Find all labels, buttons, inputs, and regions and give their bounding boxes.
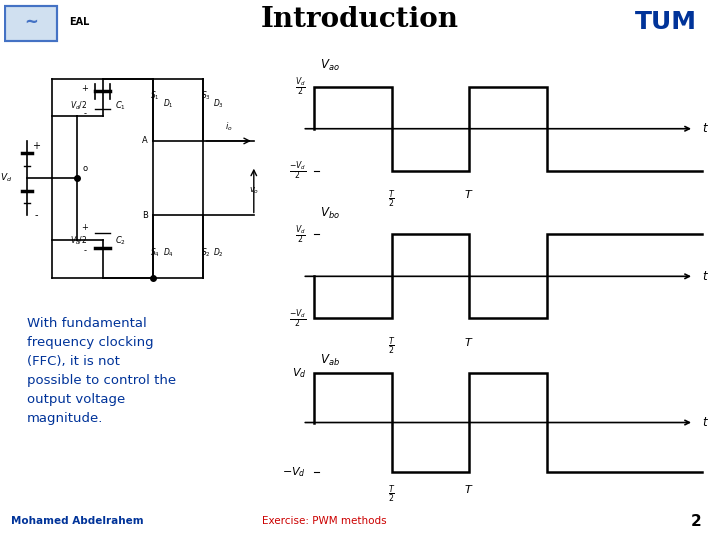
Text: With fundamental
frequency clocking
(FFC), it is not
possible to control the
out: With fundamental frequency clocking (FFC… [27, 317, 176, 425]
Text: $S_2$: $S_2$ [201, 246, 211, 259]
Text: $i_o$: $i_o$ [225, 121, 233, 133]
Text: $S_1$: $S_1$ [150, 90, 160, 103]
Text: ~: ~ [24, 13, 37, 31]
Text: $D_4$: $D_4$ [163, 246, 174, 259]
Text: $V_d$: $V_d$ [292, 367, 306, 380]
Text: $-V_d$: $-V_d$ [282, 465, 306, 478]
Text: -: - [34, 211, 37, 220]
Text: $T$: $T$ [464, 188, 474, 200]
Text: $v_o$: $v_o$ [248, 185, 259, 196]
Text: $V_{bo}$: $V_{bo}$ [320, 206, 340, 221]
Text: $D_3$: $D_3$ [214, 97, 225, 110]
Text: $t$: $t$ [702, 416, 708, 429]
Text: $D_1$: $D_1$ [163, 97, 174, 110]
Text: $\frac{T}{2}$: $\frac{T}{2}$ [388, 188, 395, 210]
Text: $D_2$: $D_2$ [214, 246, 224, 259]
Text: B: B [142, 211, 148, 220]
Text: +: + [81, 84, 89, 93]
Text: $T$: $T$ [464, 483, 474, 495]
Text: $\frac{V_d}{2}$: $\frac{V_d}{2}$ [295, 75, 306, 98]
Text: $V_{ab}$: $V_{ab}$ [320, 353, 340, 368]
Text: $V_d$: $V_d$ [0, 172, 12, 185]
Text: $\frac{T}{2}$: $\frac{T}{2}$ [388, 336, 395, 357]
Text: TUM: TUM [635, 10, 697, 34]
Text: $S_4$: $S_4$ [150, 246, 161, 259]
Text: $V_d/2$: $V_d/2$ [71, 100, 88, 112]
Text: $C_2$: $C_2$ [115, 234, 126, 247]
Text: $C_1$: $C_1$ [115, 100, 126, 112]
Text: Introduction: Introduction [261, 6, 459, 33]
Text: $V_d/2$: $V_d/2$ [71, 234, 88, 247]
Text: $S_3$: $S_3$ [201, 90, 211, 103]
Text: A: A [143, 137, 148, 145]
Text: $t$: $t$ [702, 122, 708, 135]
Text: $\frac{V_d}{2}$: $\frac{V_d}{2}$ [295, 223, 306, 246]
Text: -: - [84, 109, 86, 118]
Bar [6, 5, 57, 41]
Text: EAL: EAL [69, 17, 89, 27]
Text: $t$: $t$ [702, 270, 708, 283]
Text: +: + [32, 141, 40, 151]
Text: $\frac{-V_d}{2}$: $\frac{-V_d}{2}$ [289, 159, 306, 183]
Text: +: + [81, 224, 89, 232]
Text: $T$: $T$ [464, 336, 474, 348]
Text: o: o [83, 164, 88, 173]
Text: 2: 2 [691, 514, 702, 529]
Bar [6, 5, 57, 41]
Text: $\frac{-V_d}{2}$: $\frac{-V_d}{2}$ [289, 307, 306, 330]
Text: $\frac{T}{2}$: $\frac{T}{2}$ [388, 483, 395, 504]
Text: -: - [84, 246, 86, 255]
Text: $V_{ao}$: $V_{ao}$ [320, 58, 340, 73]
Text: Exercise: PWM methods: Exercise: PWM methods [261, 516, 387, 526]
Text: Mohamed Abdelrahem: Mohamed Abdelrahem [11, 516, 143, 526]
